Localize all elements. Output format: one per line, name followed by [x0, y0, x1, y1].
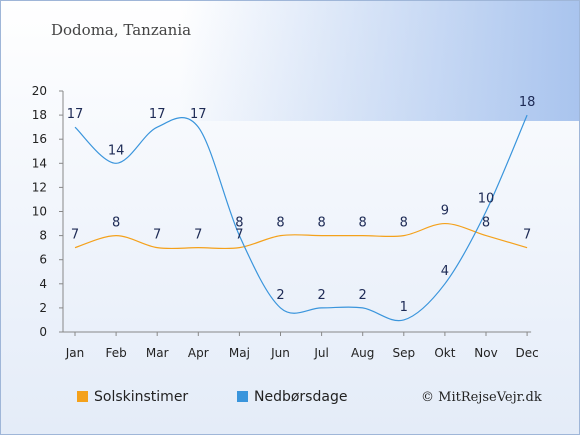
y-tick-label: 12	[32, 180, 47, 194]
legend-label-sun: Solskinstimer	[94, 389, 189, 405]
series-line-rain	[74, 114, 528, 322]
chart-title: Dodoma, Tanzania	[51, 21, 192, 39]
y-tick-label: 6	[39, 253, 47, 267]
data-label-rain: 2	[317, 288, 325, 303]
series-line-sun	[74, 222, 528, 250]
data-label-rain: 18	[519, 95, 536, 110]
data-label-rain: 1	[400, 300, 408, 315]
y-tick-label: 0	[39, 325, 47, 339]
header-gradient-band	[179, 1, 579, 121]
x-tick-label: Maj	[229, 346, 250, 360]
data-label-rain: 17	[149, 107, 166, 122]
x-tick-label: Sep	[392, 346, 415, 360]
data-label-sun: 8	[112, 216, 120, 231]
y-tick-label: 14	[32, 156, 47, 170]
legend-item-rain: Nedbørsdage	[237, 389, 347, 405]
legend-swatch-rain	[237, 391, 248, 402]
y-tick-label: 20	[32, 84, 47, 98]
data-label-rain: 4	[441, 264, 449, 279]
x-tick-label: Okt	[434, 346, 455, 360]
x-tick-label: Dec	[515, 346, 538, 360]
data-label-sun: 8	[359, 216, 367, 231]
legend-label-rain: Nedbørsdage	[254, 389, 348, 405]
y-tick-label: 18	[32, 108, 47, 122]
data-label-rain: 14	[108, 143, 125, 158]
y-tick-label: 10	[32, 205, 47, 219]
x-tick-label: Jun	[270, 346, 290, 360]
legend-item-sun: Solskinstimer	[77, 389, 188, 405]
x-tick-label: Mar	[146, 346, 169, 360]
data-label-rain: 17	[190, 107, 207, 122]
x-tick-label: Apr	[188, 346, 209, 360]
data-label-rain: 17	[67, 107, 84, 122]
x-tick-label: Nov	[474, 346, 497, 360]
data-label-sun: 8	[482, 216, 490, 231]
data-label-rain: 2	[359, 288, 367, 303]
y-tick-label: 16	[32, 132, 47, 146]
y-tick-label: 8	[39, 229, 47, 243]
y-tick-label: 4	[39, 277, 47, 291]
data-label-sun: 9	[441, 204, 449, 219]
x-tick-label: Jul	[313, 346, 328, 360]
data-label-rain: 10	[478, 192, 495, 207]
data-label-rain: 2	[276, 288, 284, 303]
legend-swatch-sun	[77, 391, 88, 402]
x-tick-label: Jan	[65, 346, 85, 360]
data-label-sun: 7	[235, 228, 243, 243]
data-label-sun: 8	[317, 216, 325, 231]
data-label-sun: 7	[153, 228, 161, 243]
series-lines	[74, 114, 528, 322]
x-tick-label: Feb	[105, 346, 126, 360]
x-tick-label: Aug	[351, 346, 374, 360]
data-label-sun: 7	[71, 228, 79, 243]
credit-text: © MitRejseVejr.dk	[421, 390, 542, 405]
data-label-sun: 8	[276, 216, 284, 231]
data-label-rain: 8	[235, 216, 243, 231]
data-label-sun: 8	[400, 216, 408, 231]
data-label-sun: 7	[194, 228, 202, 243]
data-label-sun: 7	[523, 228, 531, 243]
y-tick-label: 2	[39, 301, 47, 315]
